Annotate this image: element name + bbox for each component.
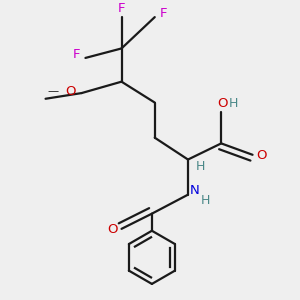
- Text: O: O: [65, 85, 76, 98]
- Text: O: O: [217, 97, 227, 110]
- Text: H: H: [196, 160, 205, 173]
- Text: O: O: [108, 223, 118, 236]
- Text: F: F: [118, 2, 125, 15]
- Text: F: F: [73, 48, 81, 61]
- Text: —: —: [48, 86, 59, 96]
- Text: F: F: [160, 7, 167, 20]
- Text: H: H: [229, 97, 238, 110]
- Text: H: H: [200, 194, 210, 207]
- Text: N: N: [190, 184, 200, 197]
- Text: O: O: [256, 149, 266, 162]
